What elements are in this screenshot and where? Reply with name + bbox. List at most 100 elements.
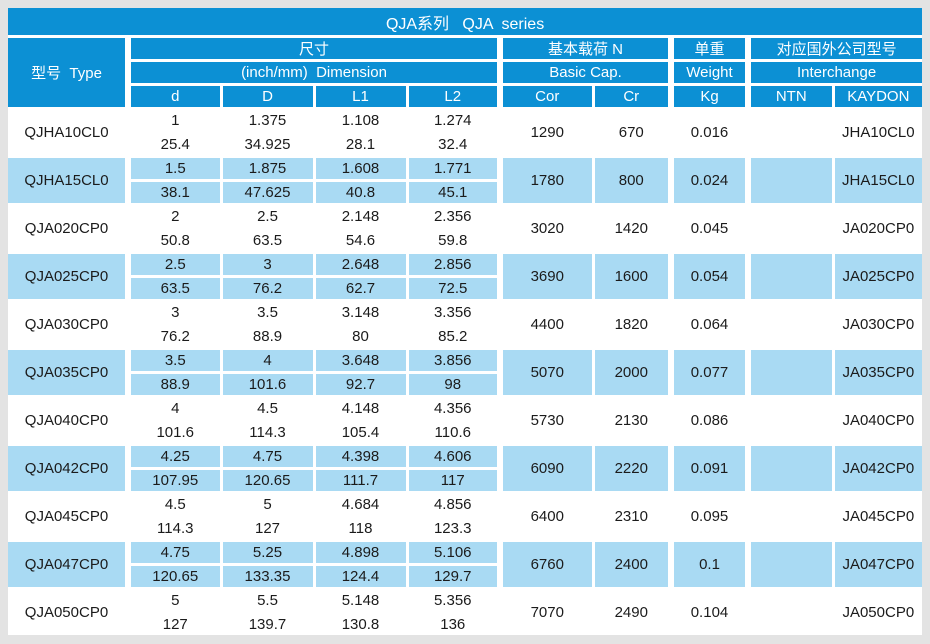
ntn-cell xyxy=(745,203,835,254)
kaydon-cell: JA050CP0 xyxy=(831,587,924,637)
dim-L1-inch-cell: 4.898 xyxy=(312,539,409,566)
kaydon-cell: JA020CP0 xyxy=(831,203,924,254)
cor-cell: 1780 xyxy=(497,155,595,206)
dim-L2-mm-cell: 85.2 xyxy=(405,323,502,350)
col-header-cor: Cor xyxy=(497,83,595,110)
kg-cell: 0.095 xyxy=(668,491,750,542)
kaydon-cell: JHA15CL0 xyxy=(831,155,924,206)
dim-D-mm-cell: 63.5 xyxy=(219,227,316,254)
dim-D-inch-cell: 5.25 xyxy=(219,539,316,566)
kaydon-cell: JA040CP0 xyxy=(831,395,924,446)
dim-L2-mm-cell: 129.7 xyxy=(405,563,502,590)
model-type-cell: QJA035CP0 xyxy=(6,347,130,398)
dim-D-mm-cell: 76.2 xyxy=(219,275,316,302)
dim-L2-mm-cell: 117 xyxy=(405,467,502,494)
dim-L2-inch-cell: 2.856 xyxy=(405,251,502,278)
dim-L2-mm-cell: 98 xyxy=(405,371,502,398)
ntn-cell xyxy=(745,443,835,494)
dim-L2-mm-cell: 110.6 xyxy=(405,419,502,446)
table-row-mm: 76.2 88.9 80 85.2 xyxy=(8,323,922,350)
dim-D-mm-cell: 101.6 xyxy=(219,371,316,398)
dim-d-inch-cell: 2.5 xyxy=(125,251,223,278)
cr-cell: 2400 xyxy=(591,539,673,590)
col-group-interchange-cn: 对应国外公司型号 xyxy=(744,35,924,62)
cr-cell: 670 xyxy=(591,107,673,158)
dim-D-inch-cell: 1.875 xyxy=(219,155,316,182)
dim-d-inch-cell: 3 xyxy=(125,299,223,326)
dim-d-mm-cell: 76.2 xyxy=(125,323,223,350)
dim-D-mm-cell: 139.7 xyxy=(219,611,316,637)
dim-L1-mm-cell: 62.7 xyxy=(312,275,409,302)
dim-d-inch-cell: 4.75 xyxy=(125,539,223,566)
dim-L1-mm-cell: 118 xyxy=(312,515,409,542)
dim-L1-mm-cell: 80 xyxy=(312,323,409,350)
dim-d-mm-cell: 38.1 xyxy=(125,179,223,206)
model-type-cell: QJA020CP0 xyxy=(6,203,130,254)
dim-L1-inch-cell: 4.684 xyxy=(312,491,409,518)
dim-d-inch-cell: 1.5 xyxy=(125,155,223,182)
kg-cell: 0.1 xyxy=(668,539,750,590)
dim-L1-mm-cell: 28.1 xyxy=(312,131,409,158)
cr-cell: 1820 xyxy=(591,299,673,350)
dim-L2-inch-cell: 5.106 xyxy=(405,539,502,566)
model-type-cell: QJA042CP0 xyxy=(6,443,130,494)
ntn-cell xyxy=(745,107,835,158)
model-type-cell: QJA047CP0 xyxy=(6,539,130,590)
kaydon-cell: JA047CP0 xyxy=(831,539,924,590)
dim-L2-inch-cell: 1.274 xyxy=(405,107,502,134)
table-row: QJA050CP0 5 5.5 5.148 5.356 7070 2490 0.… xyxy=(6,587,924,637)
cor-cell: 6400 xyxy=(497,491,595,542)
table-row: QJHA10CL0 1 1.375 1.108 1.274 1290 670 0… xyxy=(6,107,924,158)
cr-cell: 2000 xyxy=(591,347,673,398)
ntn-cell xyxy=(745,491,835,542)
dim-L2-inch-cell: 5.356 xyxy=(405,587,502,614)
model-type-cell: QJA030CP0 xyxy=(6,299,130,350)
dim-D-inch-cell: 3 xyxy=(219,251,316,278)
col-group-dimension-cn: 尺寸 xyxy=(125,35,502,62)
dim-d-mm-cell: 127 xyxy=(125,611,223,637)
dim-L2-mm-cell: 32.4 xyxy=(405,131,502,158)
dim-D-mm-cell: 120.65 xyxy=(219,467,316,494)
dim-L1-inch-cell: 5.148 xyxy=(312,587,409,614)
cr-cell: 2220 xyxy=(591,443,673,494)
table-body: QJHA10CL0 1 1.375 1.108 1.274 1290 670 0… xyxy=(6,107,924,637)
dim-D-inch-cell: 1.375 xyxy=(219,107,316,134)
model-type-cell: QJA050CP0 xyxy=(6,587,130,637)
dim-L2-inch-cell: 4.856 xyxy=(405,491,502,518)
col-group-basic-cap-cn: 基本载荷 N xyxy=(497,35,673,62)
dim-d-mm-cell: 107.95 xyxy=(125,467,223,494)
cor-cell: 4400 xyxy=(497,299,595,350)
kg-cell: 0.086 xyxy=(668,395,750,446)
col-group-basic-cap-en: Basic Cap. xyxy=(497,59,673,86)
col-header-ntn: NTN xyxy=(745,83,835,110)
dim-L1-mm-cell: 124.4 xyxy=(312,563,409,590)
dim-d-inch-cell: 4.5 xyxy=(125,491,223,518)
dim-d-inch-cell: 5 xyxy=(125,587,223,614)
col-group-weight-cn: 单重 xyxy=(668,35,750,62)
dim-L2-inch-cell: 3.856 xyxy=(405,347,502,374)
dim-d-inch-cell: 1 xyxy=(125,107,223,134)
dim-L2-inch-cell: 3.356 xyxy=(405,299,502,326)
dim-D-mm-cell: 47.625 xyxy=(219,179,316,206)
dim-L1-mm-cell: 130.8 xyxy=(312,611,409,637)
dim-L1-mm-cell: 105.4 xyxy=(312,419,409,446)
table-row-mm: 120.65 133.35 124.4 129.7 xyxy=(8,563,922,590)
kg-cell: 0.064 xyxy=(668,299,750,350)
dim-L2-inch-cell: 1.771 xyxy=(405,155,502,182)
table-row-mm: 88.9 101.6 92.7 98 xyxy=(8,371,922,398)
dim-D-inch-cell: 5 xyxy=(219,491,316,518)
dim-L1-mm-cell: 40.8 xyxy=(312,179,409,206)
table-row: QJA020CP0 2 2.5 2.148 2.356 3020 1420 0.… xyxy=(6,203,924,254)
col-header-kg: Kg xyxy=(668,83,750,110)
dim-L2-inch-cell: 4.356 xyxy=(405,395,502,422)
dim-L1-inch-cell: 2.648 xyxy=(312,251,409,278)
col-group-interchange-en: Interchange xyxy=(744,59,924,86)
cor-cell: 3690 xyxy=(497,251,595,302)
dim-d-inch-cell: 3.5 xyxy=(125,347,223,374)
kg-cell: 0.045 xyxy=(668,203,750,254)
table-row: QJA035CP0 3.5 4 3.648 3.856 5070 2000 0.… xyxy=(6,347,924,398)
cor-cell: 5070 xyxy=(497,347,595,398)
table-row: QJA047CP0 4.75 5.25 4.898 5.106 6760 240… xyxy=(6,539,924,590)
col-header-cr: Cr xyxy=(591,83,673,110)
